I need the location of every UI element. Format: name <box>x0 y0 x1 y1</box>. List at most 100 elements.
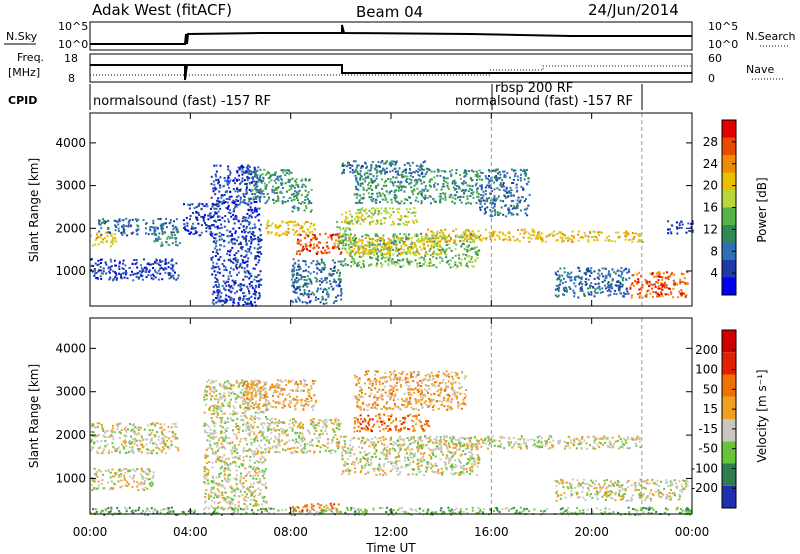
power-cell <box>531 230 534 232</box>
power-cell <box>479 184 482 187</box>
velocity-cell <box>158 427 161 429</box>
velocity-cell <box>164 444 167 447</box>
power-cell <box>541 237 544 240</box>
power-cell <box>638 288 641 291</box>
power-cell <box>264 202 267 205</box>
velocity-cell <box>100 483 103 485</box>
power-cell <box>375 202 378 204</box>
power-cell <box>590 272 593 275</box>
power-cell <box>639 232 642 235</box>
power-cell <box>419 265 421 267</box>
velocity-cell <box>228 500 231 503</box>
power-cell <box>358 261 361 263</box>
power-cell <box>648 285 651 288</box>
power-cell <box>467 201 470 204</box>
power-cell <box>232 213 235 216</box>
power-cell <box>563 240 565 243</box>
power-cell <box>390 246 393 249</box>
power-cell <box>446 241 448 243</box>
power-cell <box>405 171 407 174</box>
power-cell <box>292 284 295 287</box>
power-cell <box>466 240 469 243</box>
power-cell <box>328 274 331 277</box>
power-cell <box>301 201 304 203</box>
power-cell <box>321 281 323 284</box>
velocity-cell <box>127 451 130 454</box>
power-cell <box>399 238 402 241</box>
power-cell <box>355 212 358 215</box>
power-cell <box>275 187 278 190</box>
power-cell <box>290 199 293 202</box>
velocity-cell <box>92 487 95 490</box>
power-cell <box>381 253 384 256</box>
power-cell <box>424 253 427 256</box>
power-cell <box>395 234 398 237</box>
power-cell <box>376 219 378 222</box>
power-cell <box>412 171 415 173</box>
power-cell <box>245 298 248 300</box>
power-cell <box>305 245 307 248</box>
power-cell <box>302 294 305 297</box>
power-cell <box>246 192 249 195</box>
power-cell <box>487 169 490 171</box>
power-cell <box>581 236 584 239</box>
power-cell <box>376 192 379 195</box>
power-cell <box>108 270 111 273</box>
velocity-cell <box>232 413 235 416</box>
power-cell <box>358 255 361 258</box>
power-cell <box>407 246 410 249</box>
power-cell <box>100 234 102 236</box>
velocity-cell <box>247 490 250 493</box>
power-cell <box>399 202 402 205</box>
velocity-cell <box>220 442 223 445</box>
velocity-cell <box>105 435 108 438</box>
power-cell <box>301 301 304 304</box>
velocity-cell <box>119 469 122 472</box>
velocity-cell <box>203 396 206 399</box>
power-cell <box>322 302 325 305</box>
power-cell <box>626 232 629 235</box>
power-cell <box>394 170 397 173</box>
power-cell <box>369 184 372 187</box>
power-cell <box>680 272 683 275</box>
power-cell <box>355 237 357 240</box>
power-cell <box>355 201 358 204</box>
power-cell <box>475 236 478 239</box>
power-cell <box>291 301 294 304</box>
power-cell <box>432 264 434 267</box>
power-cell <box>423 242 426 245</box>
power-cell <box>121 219 124 222</box>
power-cell <box>326 291 329 294</box>
power-cell <box>102 221 105 224</box>
power-cell <box>248 297 251 300</box>
power-cell <box>319 283 322 286</box>
power-cell <box>379 250 382 253</box>
power-cell <box>246 265 249 268</box>
power-cell <box>90 264 93 267</box>
power-cell <box>195 210 198 213</box>
power-cell <box>139 275 142 278</box>
power-cell <box>382 184 385 187</box>
power-cell <box>154 270 157 273</box>
velocity-cell <box>218 447 221 450</box>
power-cell <box>554 233 557 236</box>
velocity-cell <box>222 508 225 511</box>
power-cell <box>360 197 363 200</box>
power-cell <box>367 244 369 247</box>
power-cell <box>429 240 432 243</box>
velocity-cell <box>147 478 149 481</box>
velocity-cell <box>167 425 170 428</box>
power-cell <box>380 161 383 164</box>
power-cell <box>566 271 569 274</box>
power-cell <box>409 252 412 255</box>
power-cell <box>655 281 658 284</box>
power-cell <box>230 241 233 244</box>
power-cell <box>352 244 355 247</box>
velocity-cell <box>161 433 164 436</box>
power-cell <box>296 286 299 288</box>
power-cell <box>478 169 481 172</box>
power-cell <box>609 285 612 288</box>
power-cell <box>556 288 559 290</box>
velocity-cell <box>259 492 262 495</box>
power-cell <box>246 171 249 174</box>
